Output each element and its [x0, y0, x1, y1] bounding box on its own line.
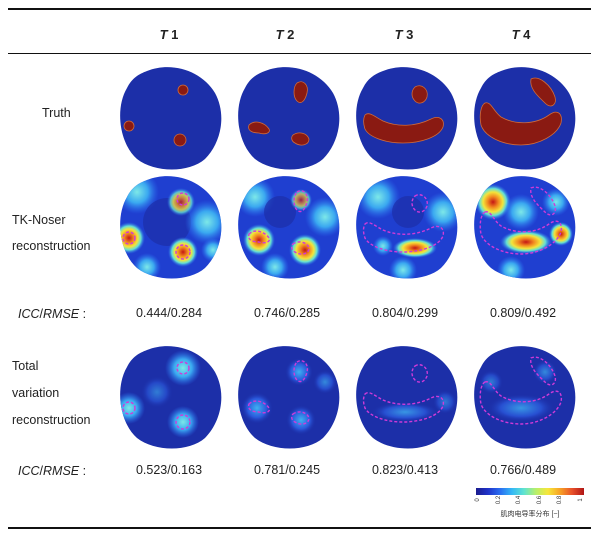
column-header-4: T 4	[511, 27, 531, 42]
tk-metric-1: 0.444/0.284	[135, 306, 203, 320]
metric-label-tk: ICC/RMSE :	[18, 307, 87, 321]
tk-image-2	[238, 176, 340, 279]
row-label-tk-line1: TK-Noser	[12, 213, 66, 227]
metric-label-tv: ICC/RMSE :	[18, 464, 87, 478]
column-header-1: T 1	[159, 27, 179, 42]
tv-image-3	[356, 346, 458, 449]
tk-image-1	[120, 176, 222, 279]
header-rule	[8, 53, 591, 54]
row-label-tk-line2: reconstruction	[12, 239, 91, 253]
tk-metric-3: 0.804/0.299	[371, 306, 439, 320]
colorbar-tick-2: 0.4	[516, 495, 523, 505]
tv-image-2	[238, 346, 340, 449]
tv-metric-4: 0.766/0.489	[489, 463, 557, 477]
colorbar-tick-1: 0.2	[495, 495, 502, 505]
colorbar-gradient	[476, 488, 584, 495]
tv-metric-1: 0.523/0.163	[135, 463, 203, 477]
colorbar-legend: 0 0.2 0.4 0.6 0.8 1 肌肉电导率分布 [−]	[475, 488, 584, 519]
truth-image-2	[238, 67, 340, 170]
row-label-tv-line2: variation	[12, 386, 60, 400]
colorbar-tick-4: 0.8	[557, 495, 564, 505]
column-header-2: T 2	[275, 27, 295, 42]
truth-image-1	[120, 67, 222, 170]
tv-image-1	[120, 346, 222, 449]
truth-image-3	[356, 67, 458, 170]
row-label-tv-line3: reconstruction	[12, 413, 91, 427]
tk-metric-2: 0.746/0.285	[253, 306, 321, 320]
colorbar-label: 肌肉电导率分布 [−]	[500, 511, 560, 518]
bottom-rule	[8, 527, 591, 529]
row-label-truth: Truth	[42, 106, 71, 120]
column-header-3: T 3	[394, 27, 414, 42]
tk-image-4	[474, 176, 576, 279]
truth-image-4	[474, 67, 576, 170]
tv-image-4	[474, 346, 576, 449]
colorbar-tick-5: 1	[577, 498, 584, 502]
tk-metric-4: 0.809/0.492	[489, 306, 557, 320]
tv-metric-3: 0.823/0.413	[371, 463, 439, 477]
colorbar-ticks: 0 0.2 0.4 0.6 0.8 1	[475, 495, 584, 507]
row-label-tv-line1: Total	[12, 359, 39, 373]
colorbar-tick-0: 0	[475, 498, 482, 502]
tk-image-3	[356, 176, 458, 279]
top-rule	[8, 8, 591, 10]
tv-metric-2: 0.781/0.245	[253, 463, 321, 477]
colorbar-tick-3: 0.6	[536, 495, 543, 505]
